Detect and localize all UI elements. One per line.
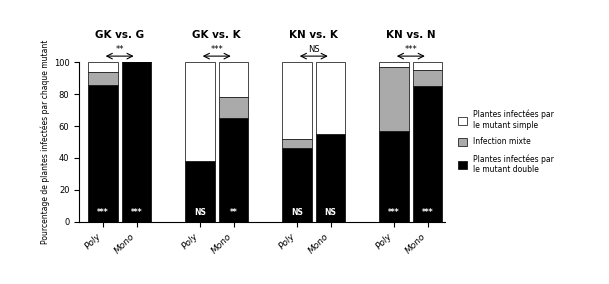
Bar bbox=[185, 62, 214, 161]
Bar bbox=[379, 62, 409, 67]
Bar bbox=[122, 62, 151, 222]
Bar bbox=[88, 72, 118, 85]
Text: NS: NS bbox=[291, 208, 303, 217]
Y-axis label: Pourcentage de plantes infectées par chaque mutant: Pourcentage de plantes infectées par cha… bbox=[40, 40, 49, 244]
Text: NS: NS bbox=[308, 45, 320, 54]
Bar bbox=[282, 148, 312, 222]
Bar bbox=[379, 131, 409, 222]
Text: ***: *** bbox=[97, 208, 108, 217]
Text: KN vs. N: KN vs. N bbox=[386, 30, 435, 40]
Text: ***: *** bbox=[388, 208, 400, 217]
Bar bbox=[185, 161, 214, 222]
Bar bbox=[282, 139, 312, 148]
Bar bbox=[413, 70, 443, 86]
Bar bbox=[88, 62, 118, 72]
Text: ***: *** bbox=[404, 45, 417, 54]
Bar bbox=[88, 85, 118, 222]
Text: ***: *** bbox=[131, 208, 143, 217]
Bar bbox=[413, 86, 443, 222]
Text: NS: NS bbox=[194, 208, 206, 217]
Bar bbox=[413, 62, 443, 70]
Bar bbox=[219, 118, 248, 222]
Text: KN vs. K: KN vs. K bbox=[289, 30, 338, 40]
Text: **: ** bbox=[116, 45, 124, 54]
Legend: Plantes infectées par
le mutant simple, Infection mixte, Plantes infectées par
l: Plantes infectées par le mutant simple, … bbox=[456, 108, 557, 176]
Bar bbox=[316, 62, 345, 134]
Text: GK vs. G: GK vs. G bbox=[95, 30, 144, 40]
Bar bbox=[219, 97, 248, 118]
Bar bbox=[379, 67, 409, 131]
Text: NS: NS bbox=[325, 208, 337, 217]
Bar bbox=[282, 62, 312, 139]
Text: ***: *** bbox=[422, 208, 434, 217]
Bar bbox=[316, 134, 345, 222]
Bar bbox=[219, 62, 248, 97]
Text: ***: *** bbox=[210, 45, 223, 54]
Text: GK vs. K: GK vs. K bbox=[192, 30, 241, 40]
Text: **: ** bbox=[230, 208, 238, 217]
